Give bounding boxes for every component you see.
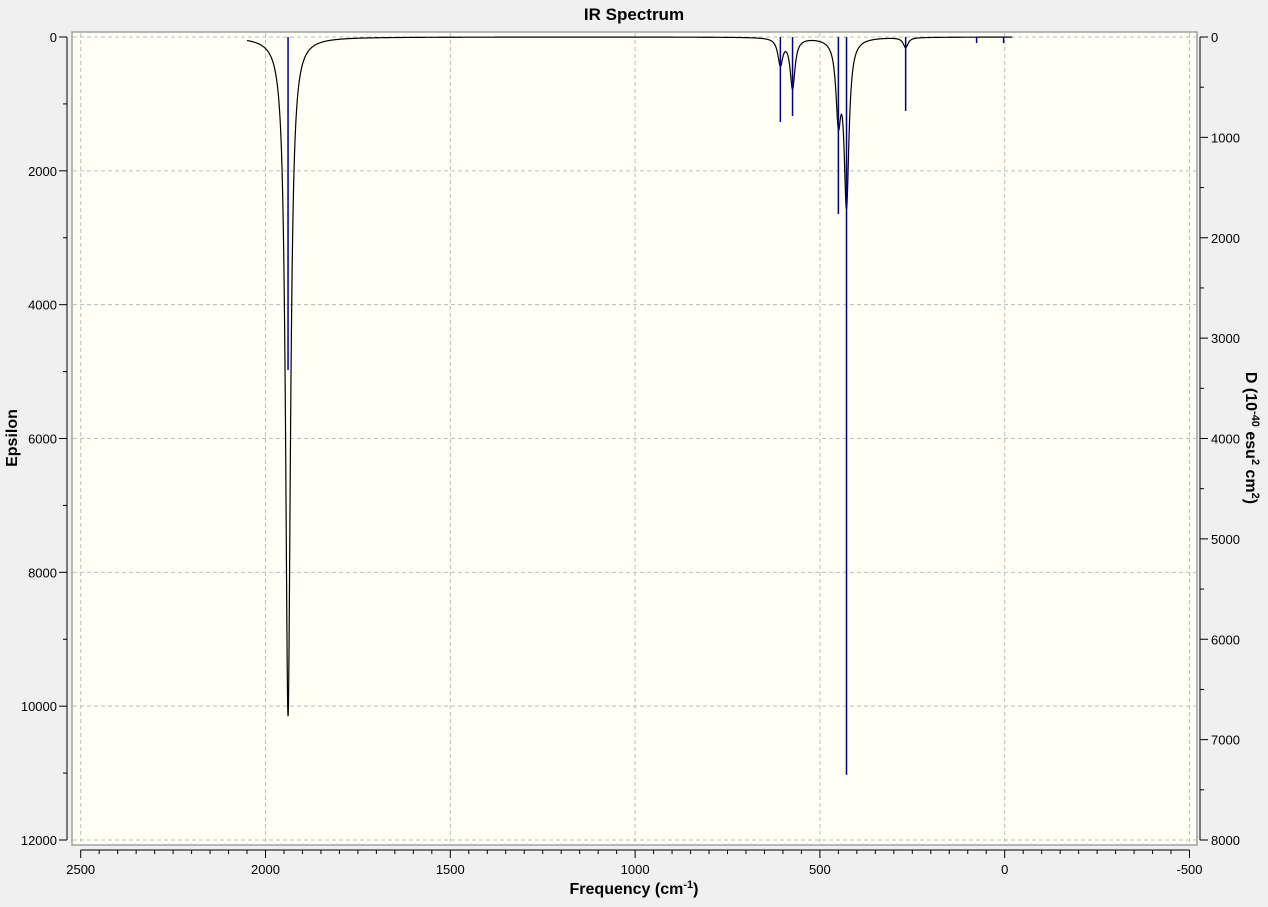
- x-tick-label: 500: [809, 862, 831, 877]
- x-axis-label: Frequency (cm-1): [570, 879, 699, 898]
- y-axis-label: Epsilon: [4, 409, 21, 467]
- y2-tick-label: 7000: [1211, 733, 1240, 748]
- x-tick-label: 1000: [621, 862, 650, 877]
- y-tick-label: 4000: [28, 298, 57, 313]
- y2-tick-label: 4000: [1211, 432, 1240, 447]
- x-tick-label: 2000: [251, 862, 280, 877]
- y2-tick-label: 1000: [1211, 130, 1240, 145]
- x-tick-label: 1500: [436, 862, 465, 877]
- y-tick-label: 12000: [21, 833, 57, 848]
- y2-tick-label: 3000: [1211, 331, 1240, 346]
- axes: 2500 2000 1500 1000 500 0 -5000200040006000800…: [21, 30, 1240, 877]
- stick-group: [287, 37, 1005, 775]
- x-tick-label: -500: [1176, 862, 1202, 877]
- y-tick-label: 10000: [21, 699, 57, 714]
- spectrum-curve: [246, 36, 1013, 717]
- y-tick-label: 6000: [28, 432, 57, 447]
- x-tick-label: 0: [1001, 862, 1008, 877]
- y-tick-label: 8000: [28, 565, 57, 580]
- chart-title: IR Spectrum: [584, 5, 684, 24]
- y2-tick-label: 8000: [1211, 833, 1240, 848]
- y-tick-label: 2000: [28, 164, 57, 179]
- y-tick-label: 0: [50, 30, 57, 45]
- y2-tick-label: 2000: [1211, 231, 1240, 246]
- y2-tick-label: 0: [1211, 30, 1218, 45]
- y2-axis-label: D (10-40 esu2 cm2): [1242, 372, 1261, 504]
- x-tick-label: 2500: [66, 862, 95, 877]
- spectrum-curve-group: [246, 36, 1013, 717]
- y2-tick-label: 5000: [1211, 532, 1240, 547]
- y2-tick-label: 6000: [1211, 632, 1240, 647]
